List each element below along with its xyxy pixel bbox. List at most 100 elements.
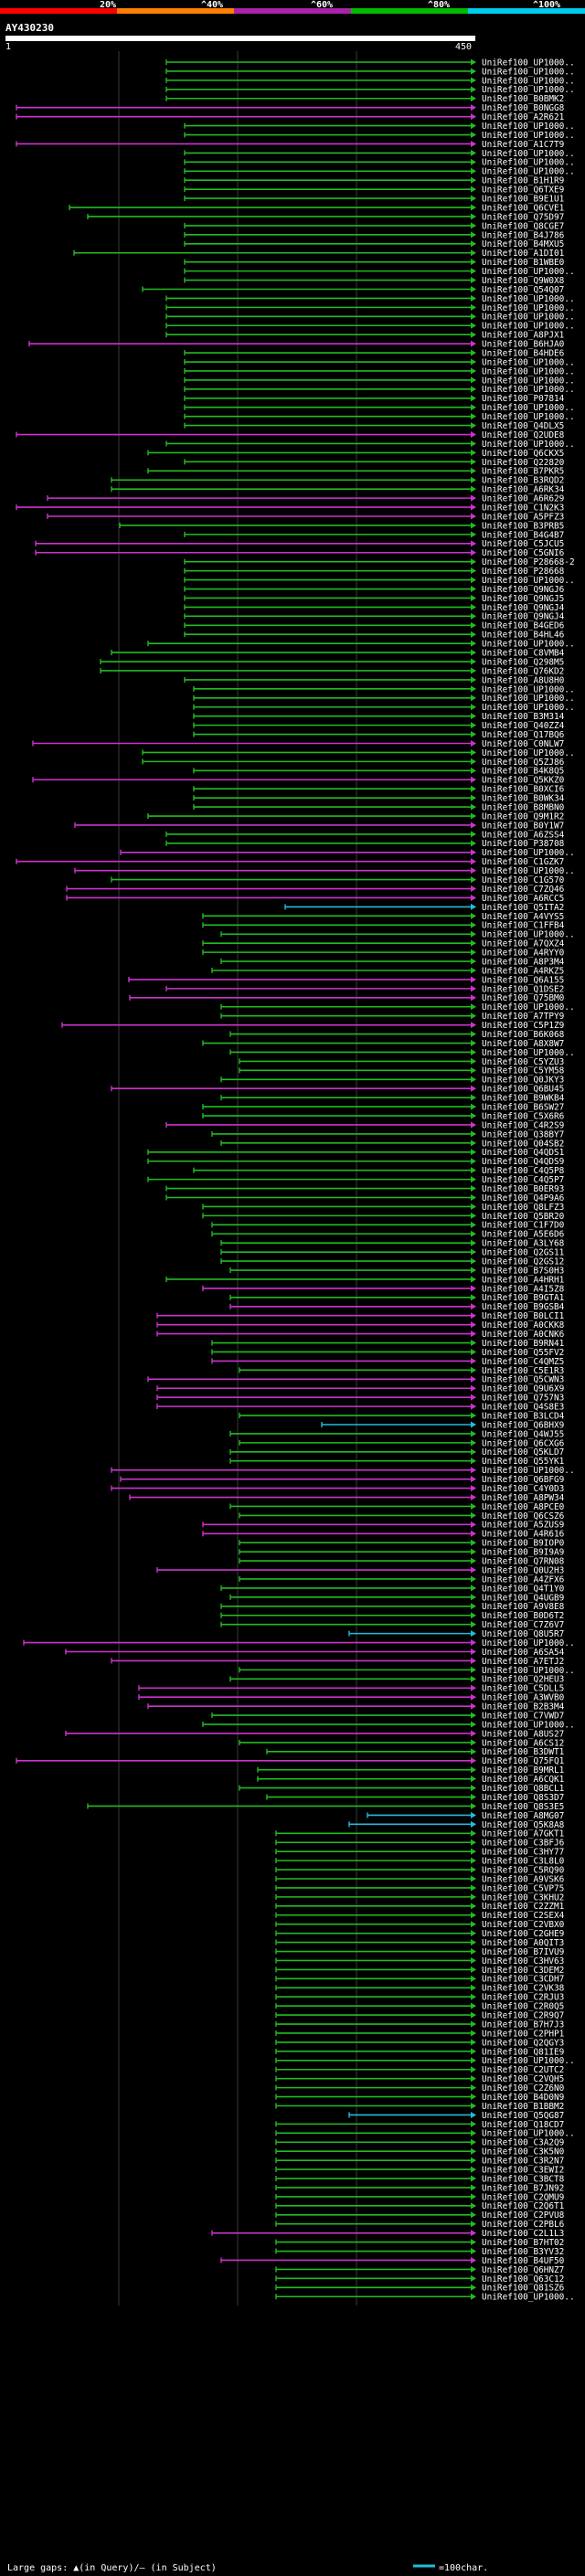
hit-end-arrow <box>471 2075 476 2083</box>
hit-label: UniRef100_A4VYS5 <box>482 912 564 922</box>
hit-end-arrow <box>471 2094 476 2101</box>
hit-end-arrow <box>471 2166 476 2173</box>
hit-end-arrow <box>471 1912 476 1919</box>
hit-end-arrow <box>471 2048 476 2055</box>
hit-end-arrow <box>471 2239 476 2246</box>
hit-end-arrow <box>471 794 476 801</box>
query-bar <box>5 36 475 41</box>
hit-label: UniRef100_UP1000.. <box>482 76 575 86</box>
hit-end-arrow <box>471 303 476 311</box>
hit-end-arrow <box>471 1375 476 1383</box>
hit-end-arrow <box>471 86 476 93</box>
hit-end-arrow <box>471 467 476 474</box>
hit-end-arrow <box>471 713 476 720</box>
hit-label: UniRef100_Q8BCL1 <box>482 1784 565 1794</box>
hit-label: UniRef100_Q1DSE2 <box>482 984 564 994</box>
hit-end-arrow <box>471 831 476 838</box>
hit-end-arrow <box>471 1221 476 1228</box>
hit-end-arrow <box>471 1321 476 1329</box>
hit-label: UniRef100_B6HJA0 <box>482 340 565 350</box>
hit-end-arrow <box>471 930 476 938</box>
hit-label: UniRef100_Q4T1Y0 <box>482 1584 565 1594</box>
axis-start-label: 1 <box>5 42 11 52</box>
hit-label: UniRef100_B0D6T2 <box>482 1611 564 1621</box>
hit-end-arrow <box>471 577 476 584</box>
hit-label: UniRef100_Q5CWN3 <box>482 1375 564 1385</box>
hit-label: UniRef100_Q75D97 <box>482 212 564 222</box>
hit-label: UniRef100_A9VSK6 <box>482 1874 565 1884</box>
hit-label: UniRef100_Q6BHX9 <box>482 1420 565 1430</box>
hit-label: UniRef100_UP1000.. <box>482 2056 575 2066</box>
hit-end-arrow <box>471 912 476 919</box>
hit-end-arrow <box>471 331 476 338</box>
hit-end-arrow <box>471 921 476 928</box>
hit-label: UniRef100_Q0JKY3 <box>482 1076 564 1086</box>
hit-label: UniRef100_Q2QGY3 <box>482 2038 564 2048</box>
hit-label: UniRef100_UP1000.. <box>482 376 575 386</box>
hit-label: UniRef100_A6RCC5 <box>482 894 564 904</box>
hit-label: UniRef100_UP1000.. <box>482 440 575 450</box>
hit-end-arrow <box>471 958 476 965</box>
hit-label: UniRef100_UP1000.. <box>482 67 575 77</box>
hit-label: UniRef100_UP1000.. <box>482 322 575 332</box>
hit-end-arrow <box>471 2111 476 2118</box>
hit-rows: UniRef100_UP1000..UniRef100_UP1000..UniR… <box>16 58 575 2303</box>
hit-end-arrow <box>471 1984 476 1991</box>
hit-end-arrow <box>471 1866 476 1873</box>
hit-end-arrow <box>471 440 476 447</box>
hit-label: UniRef100_A6ZSS4 <box>482 830 565 840</box>
hit-label: UniRef100_A5ZUS9 <box>482 1521 565 1531</box>
hit-end-arrow <box>471 1439 476 1447</box>
hit-label: UniRef100_UP1000.. <box>482 748 575 758</box>
hit-end-arrow <box>471 1666 476 1673</box>
hit-label: UniRef100_C1F7D0 <box>482 1221 565 1231</box>
hit-end-arrow <box>471 1621 476 1628</box>
hit-label: UniRef100_Q5ZJ86 <box>482 758 565 768</box>
hit-end-arrow <box>471 1094 476 1101</box>
hit-end-arrow <box>471 1212 476 1219</box>
hit-end-arrow <box>471 1539 476 1546</box>
hit-label: UniRef100_Q6A155 <box>482 975 564 985</box>
hit-label: UniRef100_UP1000.. <box>482 167 575 177</box>
hit-label: UniRef100_C2SEX4 <box>482 1911 565 1921</box>
hit-end-arrow <box>471 2138 476 2146</box>
hit-label: UniRef100_Q9NGJ6 <box>482 585 565 595</box>
hit-label: UniRef100_C0NLW7 <box>482 739 564 749</box>
hit-label: UniRef100_Q5KKZ0 <box>482 776 565 786</box>
hit-end-arrow <box>471 667 476 674</box>
hit-end-arrow <box>471 376 476 384</box>
hit-end-arrow <box>471 222 476 229</box>
hit-end-arrow <box>471 367 476 375</box>
hit-label: UniRef100_B8MBN0 <box>482 802 565 812</box>
scale-segment-4 <box>351 8 469 14</box>
hit-end-arrow <box>471 603 476 610</box>
large-gaps-legend: Large gaps: ▲(in Query)/— (in Subject) <box>7 2563 217 2573</box>
hit-label: UniRef100_Q2GS12 <box>482 1256 564 1267</box>
hit-label: UniRef100_Q4DLX5 <box>482 421 564 431</box>
hit-end-arrow <box>471 1085 476 1092</box>
hit-label: UniRef100_B9MRL1 <box>482 1765 565 1776</box>
hit-label: UniRef100_C3BFJ6 <box>482 1839 565 1849</box>
hit-end-arrow <box>471 1031 476 1038</box>
hit-label: UniRef100_C1FFB4 <box>482 921 565 931</box>
hit-end-arrow <box>471 1557 476 1564</box>
hit-label: UniRef100_Q55YK1 <box>482 1457 565 1467</box>
hit-end-arrow <box>471 1176 476 1183</box>
hit-label: UniRef100_Q6TXE9 <box>482 186 565 196</box>
hit-label: UniRef100_C2R0Q5 <box>482 2002 564 2012</box>
hit-end-arrow <box>471 1003 476 1011</box>
hit-label: UniRef100_Q5QG87 <box>482 2111 564 2121</box>
hit-label: UniRef100_UP1000.. <box>482 703 575 713</box>
hit-label: UniRef100_A0QIT3 <box>482 1938 564 1948</box>
hit-label: UniRef100_UP1000.. <box>482 848 575 858</box>
hit-end-arrow <box>471 558 476 566</box>
hit-label: UniRef100_Q54Q07 <box>482 285 564 295</box>
hit-label: UniRef100_A6SA54 <box>482 1648 565 1658</box>
hit-label: UniRef100_B6SW27 <box>482 1103 564 1113</box>
hit-end-arrow <box>471 894 476 901</box>
hit-end-arrow <box>471 1276 476 1283</box>
hit-end-arrow <box>471 722 476 729</box>
hit-label: UniRef100_C2GHE9 <box>482 1929 565 1939</box>
hit-label: UniRef100_B0BMK2 <box>482 94 564 104</box>
hit-label: UniRef100_B2B3M4 <box>482 1702 565 1712</box>
